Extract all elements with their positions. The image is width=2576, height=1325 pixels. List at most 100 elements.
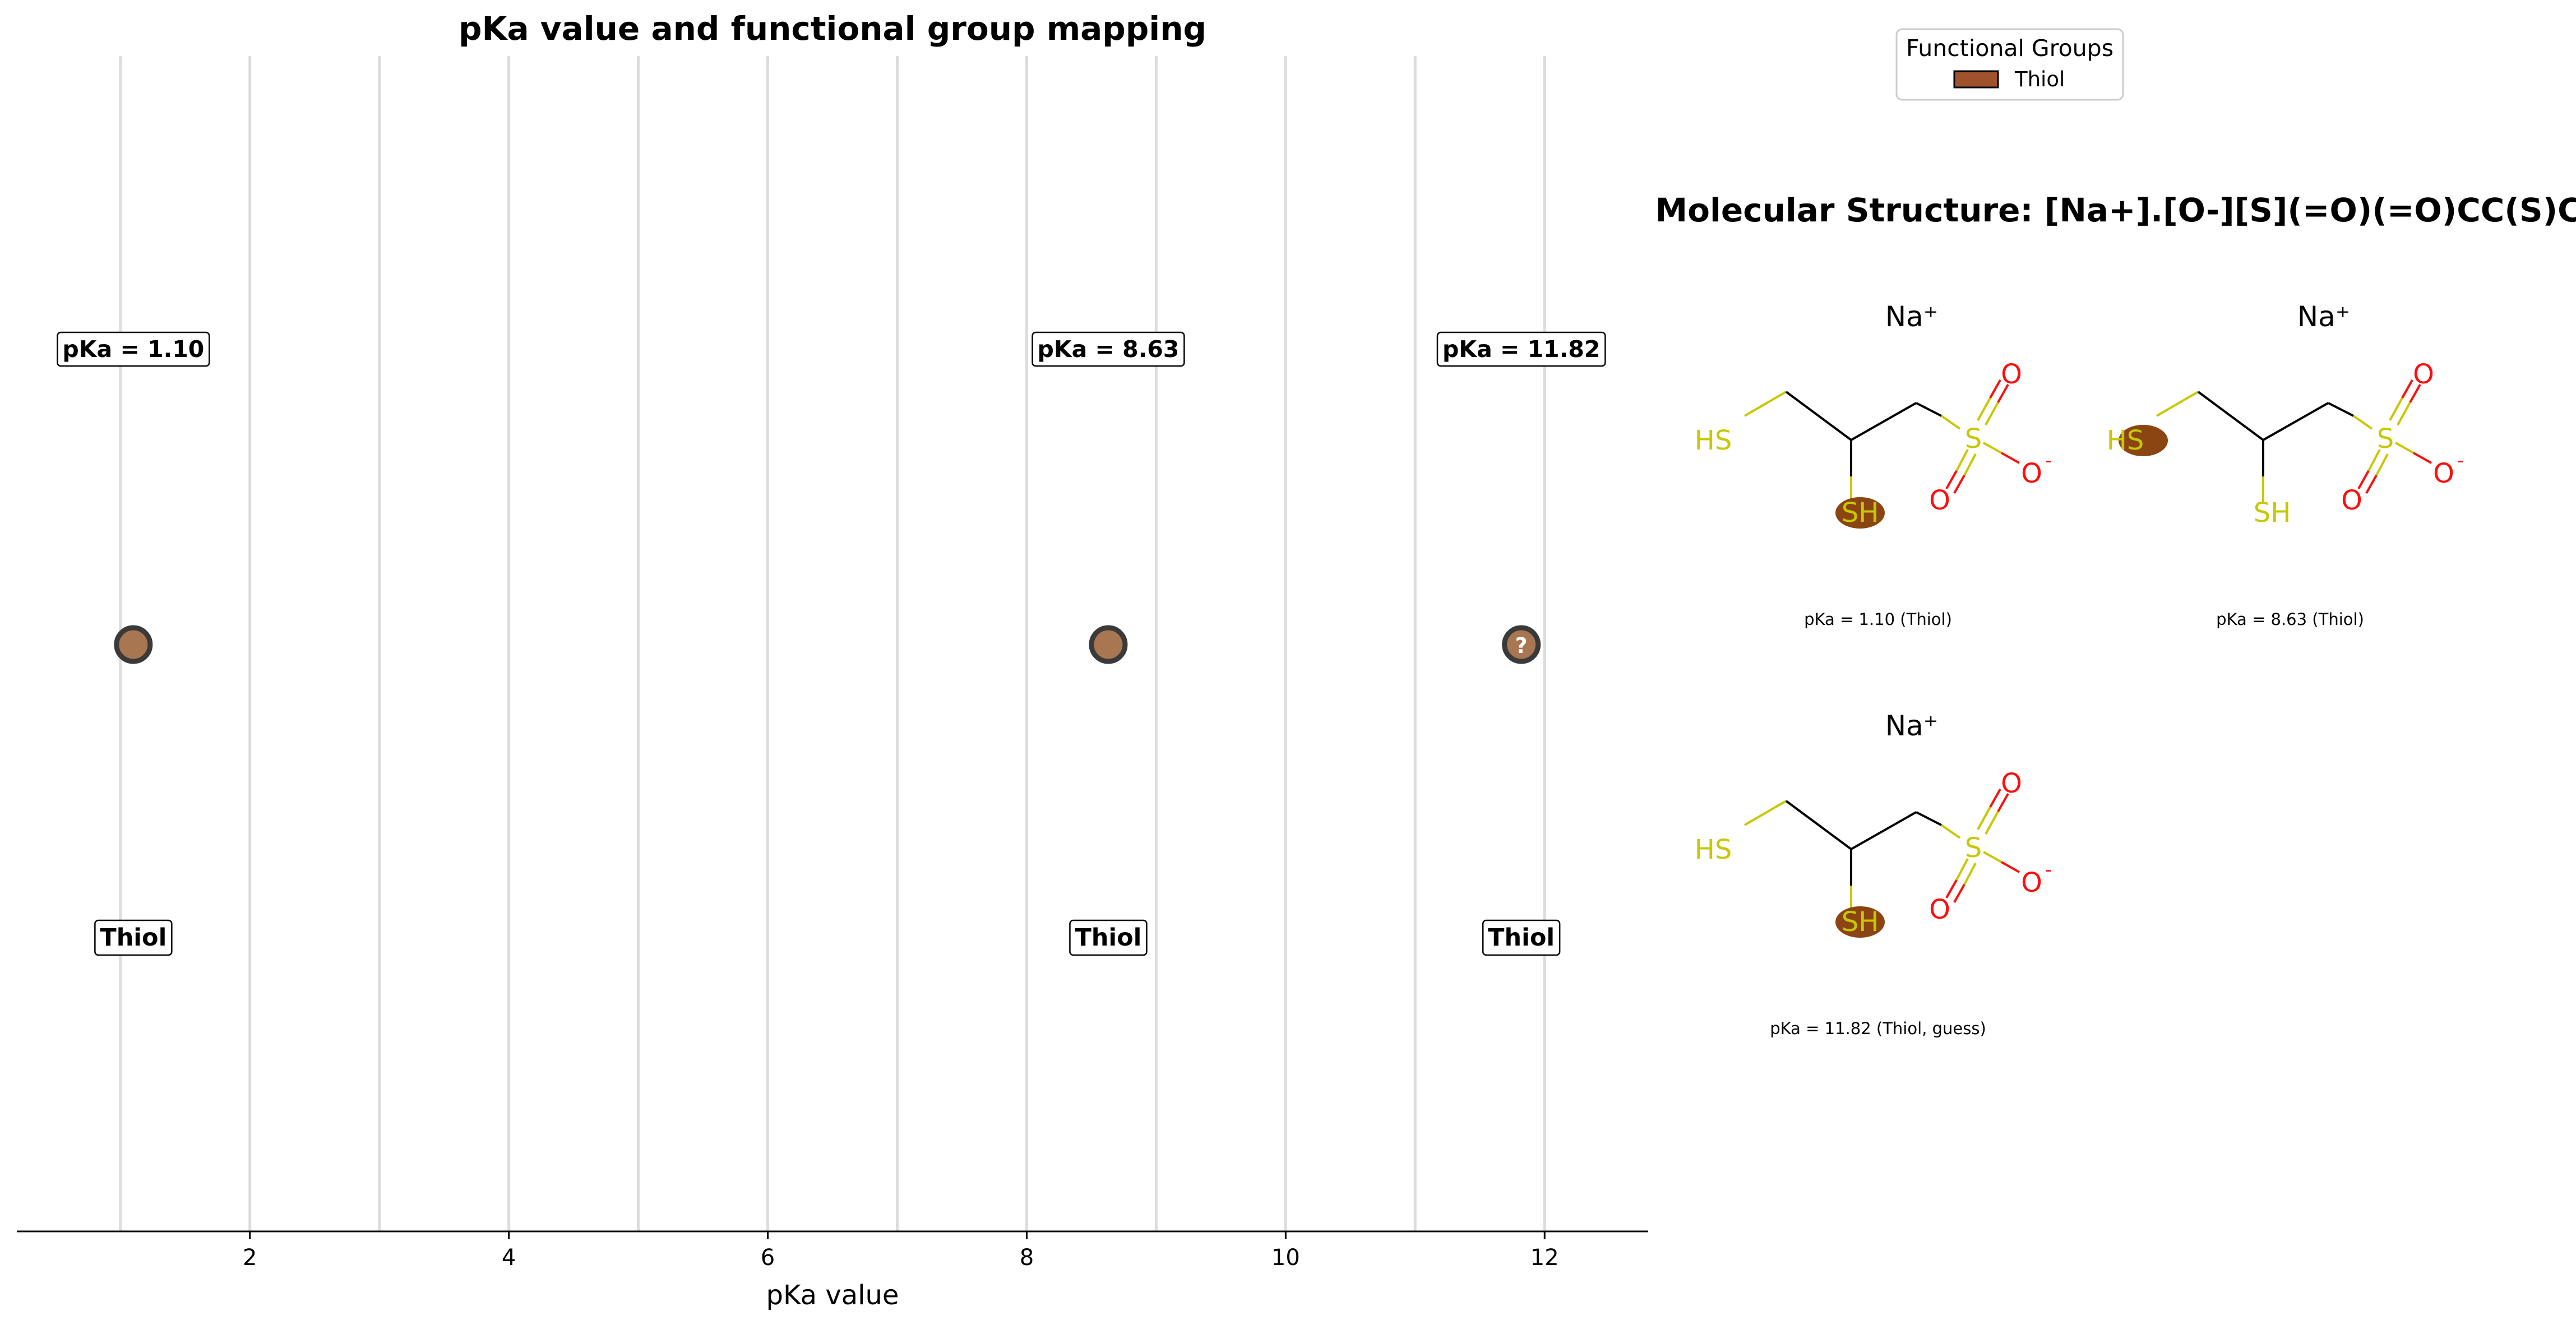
bond-s-c (1743, 391, 1787, 417)
point-marker (1502, 625, 1541, 664)
group-label-box (1069, 919, 1148, 956)
legend-frame (1895, 28, 2124, 101)
charge-minus: - (2457, 450, 2464, 472)
legend-label-thiol: Thiol (2014, 67, 2065, 91)
atom-label-s: S (1965, 423, 1982, 455)
thiol-highlight (1835, 906, 1885, 938)
atom-label-o: O (2413, 359, 2434, 390)
pka-value-label-text: pKa = 11.82 (1442, 336, 1600, 363)
bond-s-o (1953, 475, 1965, 494)
bond-s-o (1983, 442, 2002, 454)
bond-s-o (1955, 858, 1969, 881)
bond-s-o (2357, 470, 2370, 489)
x-tick-label: 12 (1530, 1245, 1559, 1271)
data-point: pKa = 1.10 Thiol (57, 331, 210, 956)
bond-s-o (2389, 397, 2403, 421)
x-tick-label: 6 (761, 1245, 775, 1271)
pka-value-label-box (57, 331, 210, 367)
point-marker (1089, 625, 1128, 664)
bond-s-o (2413, 452, 2432, 464)
atom-label-sh: SH (2254, 497, 2291, 529)
bond-c-c (1785, 800, 1852, 850)
atom-label-hs: HS (1695, 834, 1732, 865)
x-axis-label: pKa value (766, 1280, 899, 1311)
bond-c-s (1940, 824, 1961, 839)
pka-value-label-box (1436, 331, 1606, 367)
x-tick-label: 4 (502, 1245, 516, 1271)
atom-label-sh: SH (1842, 906, 1879, 938)
pka-value-label: pKa = 11.82 (1436, 331, 1606, 367)
legend: Functional Groups Thiol (1895, 28, 2124, 101)
x-tick-label: 8 (1020, 1245, 1034, 1271)
bond-s-o (1953, 884, 1965, 903)
pka-value-label-text: pKa = 1.10 (62, 336, 204, 363)
bond-s-o (2375, 453, 2389, 476)
bond-s-o (1985, 402, 1999, 425)
charge-minus: - (2045, 450, 2052, 472)
legend-title: Functional Groups (1906, 35, 2113, 62)
group-label: Thiol (1482, 919, 1561, 956)
bond-s-c (1743, 800, 1787, 826)
bond-s-o (1985, 811, 1999, 835)
grid-lines (119, 56, 1546, 1231)
group-label-text: Thiol (100, 924, 167, 952)
bond-s-o (1997, 384, 2009, 403)
bond-c-s (1916, 402, 1942, 417)
atom-label-o: O (2001, 359, 2022, 390)
bond-s-o (2409, 384, 2421, 403)
group-label-text: Thiol (1075, 924, 1141, 952)
bond-s-o (1997, 793, 2009, 812)
data-points: pKa = 1.10 Thiol pKa = 8.63 Thiol? pKa = 11.… (57, 331, 1606, 956)
bond-s-o (1977, 807, 1991, 830)
group-label-box (94, 919, 173, 956)
legend-patch-thiol (1953, 70, 1999, 89)
counterion-label: Na⁺ (1885, 300, 1938, 333)
data-point: pKa = 8.63 Thiol (1032, 331, 1185, 956)
molecule-caption: pKa = 11.82 (Thiol, guess) (1770, 1019, 1986, 1038)
bond-c-c (2263, 402, 2329, 441)
group-label: Thiol (1069, 919, 1148, 956)
chart-title: pKa value and functional group mapping (459, 10, 1206, 48)
atom-label-hs: HS (1695, 425, 1732, 456)
bond-s-o (2395, 442, 2414, 454)
bond-c-c (2197, 391, 2264, 441)
guess-marker-text: ? (1515, 633, 1528, 658)
bond-c-s (2328, 402, 2354, 417)
x-axis-ticks: 2 4 6 8 10 12 (243, 1231, 1559, 1271)
counterion-label: Na⁺ (2297, 300, 2350, 333)
atom-label-o: O (2001, 768, 2022, 799)
bond-s-o (1963, 863, 1977, 885)
atom-label-o-minus: O (2021, 867, 2042, 898)
bond-c-s (1940, 415, 1961, 430)
atom-label-o: O (1929, 894, 1950, 925)
atom-label-s: S (1965, 832, 1982, 864)
bond-c-c (1851, 402, 1917, 441)
pka-value-label-box (1032, 331, 1185, 367)
bond-s-o (1945, 470, 1958, 489)
bond-c-c (1785, 391, 1852, 441)
point-marker (114, 625, 153, 664)
atom-label-hs: HS (2107, 425, 2144, 456)
bond-s-o (1983, 851, 2002, 863)
pka-chart: pKa value and functional group mapping 2… (17, 10, 1648, 1311)
bond-s-c (2156, 391, 2199, 417)
group-label: Thiol (94, 919, 173, 956)
bond-s-o (2397, 402, 2411, 425)
bond-s-o (1955, 449, 1969, 471)
molecule-title: Molecular Structure: [Na+].[O-][S](=O)(=… (1655, 191, 2576, 229)
charge-minus: - (2045, 859, 2052, 881)
bond-s-o (2001, 452, 2020, 464)
data-point: ? pKa = 11.82 Thiol (1436, 331, 1606, 956)
bond-s-o (2401, 379, 2413, 399)
bond-s-o (2001, 861, 2020, 873)
counterion-label: Na⁺ (1885, 710, 1938, 742)
pka-value-label: pKa = 8.63 (1032, 331, 1185, 367)
bond-s-o (1963, 453, 1977, 476)
molecule-caption: pKa = 1.10 (Thiol) (1804, 610, 1952, 629)
bond-s-o (1989, 379, 2001, 399)
atom-label-o-minus: O (2021, 458, 2042, 489)
